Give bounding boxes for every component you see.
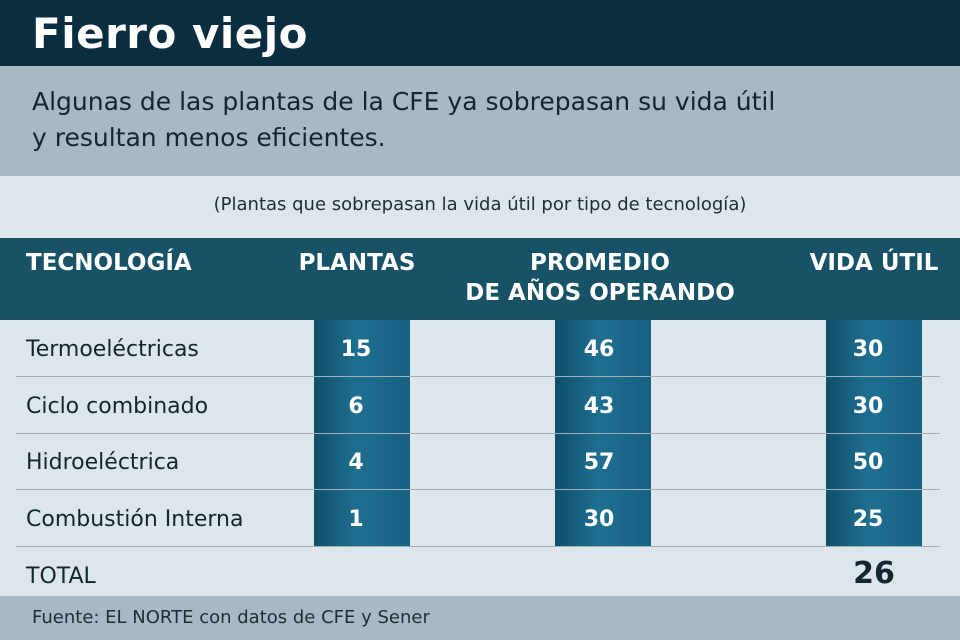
caption-box: (Plantas que sobrepasan la vida útil por… [0,176,960,238]
subtitle-line-2: y resultan menos eficientes. [32,123,386,152]
header-promedio-line-1: PROMEDIO [530,250,670,276]
header-vida-util: VIDA ÚTIL [809,250,939,276]
row-label-termoelectricas: Termoeléctricas [26,337,199,362]
cell-plantas: 1 [348,507,364,532]
table-caption: (Plantas que sobrepasan la vida útil por… [213,194,747,215]
row-label-combustion-interna: Combustión Interna [26,507,244,532]
page-title: Fierro viejo [32,9,308,58]
subtitle-box: Algunas de las plantas de la CFE ya sobr… [0,66,960,176]
cell-vida-util: 50 [852,450,884,475]
row-label-hidroelectrica: Hidroeléctrica [26,450,180,475]
cell-plantas: 6 [348,394,364,419]
table-body: Termoeléctricas 15 46 30 Ciclo combinado… [0,320,960,596]
source-box: Fuente: EL NORTE con datos de CFE y Sene… [0,596,960,640]
cell-promedio: 43 [583,394,615,419]
title-bar: Fierro viejo [0,0,960,66]
row-divider [16,376,940,377]
total-value: 26 [853,556,895,591]
cell-plantas: 4 [348,450,364,475]
cell-vida-util: 30 [852,337,884,362]
row-divider [16,433,940,434]
row-divider [16,489,940,490]
source-note: Fuente: EL NORTE con datos de CFE y Sene… [32,607,430,628]
subtitle-line-1: Algunas de las plantas de la CFE ya sobr… [32,87,776,116]
row-label-ciclo-combinado: Ciclo combinado [26,394,209,419]
header-promedio-line-2: DE AÑOS OPERANDO [465,280,735,306]
cell-vida-util: 30 [852,394,884,419]
subtitle: Algunas de las plantas de la CFE ya sobr… [32,84,932,156]
total-label: TOTAL [26,564,96,589]
cell-promedio: 57 [583,450,615,475]
header-tecnologia: TECNOLOGÍA [26,250,192,276]
header-promedio: PROMEDIO DE AÑOS OPERANDO [430,248,770,308]
cell-plantas: 15 [340,337,372,362]
table-header: TECNOLOGÍA PLANTAS PROMEDIO DE AÑOS OPER… [0,238,960,320]
cell-vida-util: 25 [852,507,884,532]
cell-promedio: 46 [583,337,615,362]
row-divider [16,546,940,547]
cell-promedio: 30 [583,507,615,532]
header-plantas: PLANTAS [298,250,416,276]
